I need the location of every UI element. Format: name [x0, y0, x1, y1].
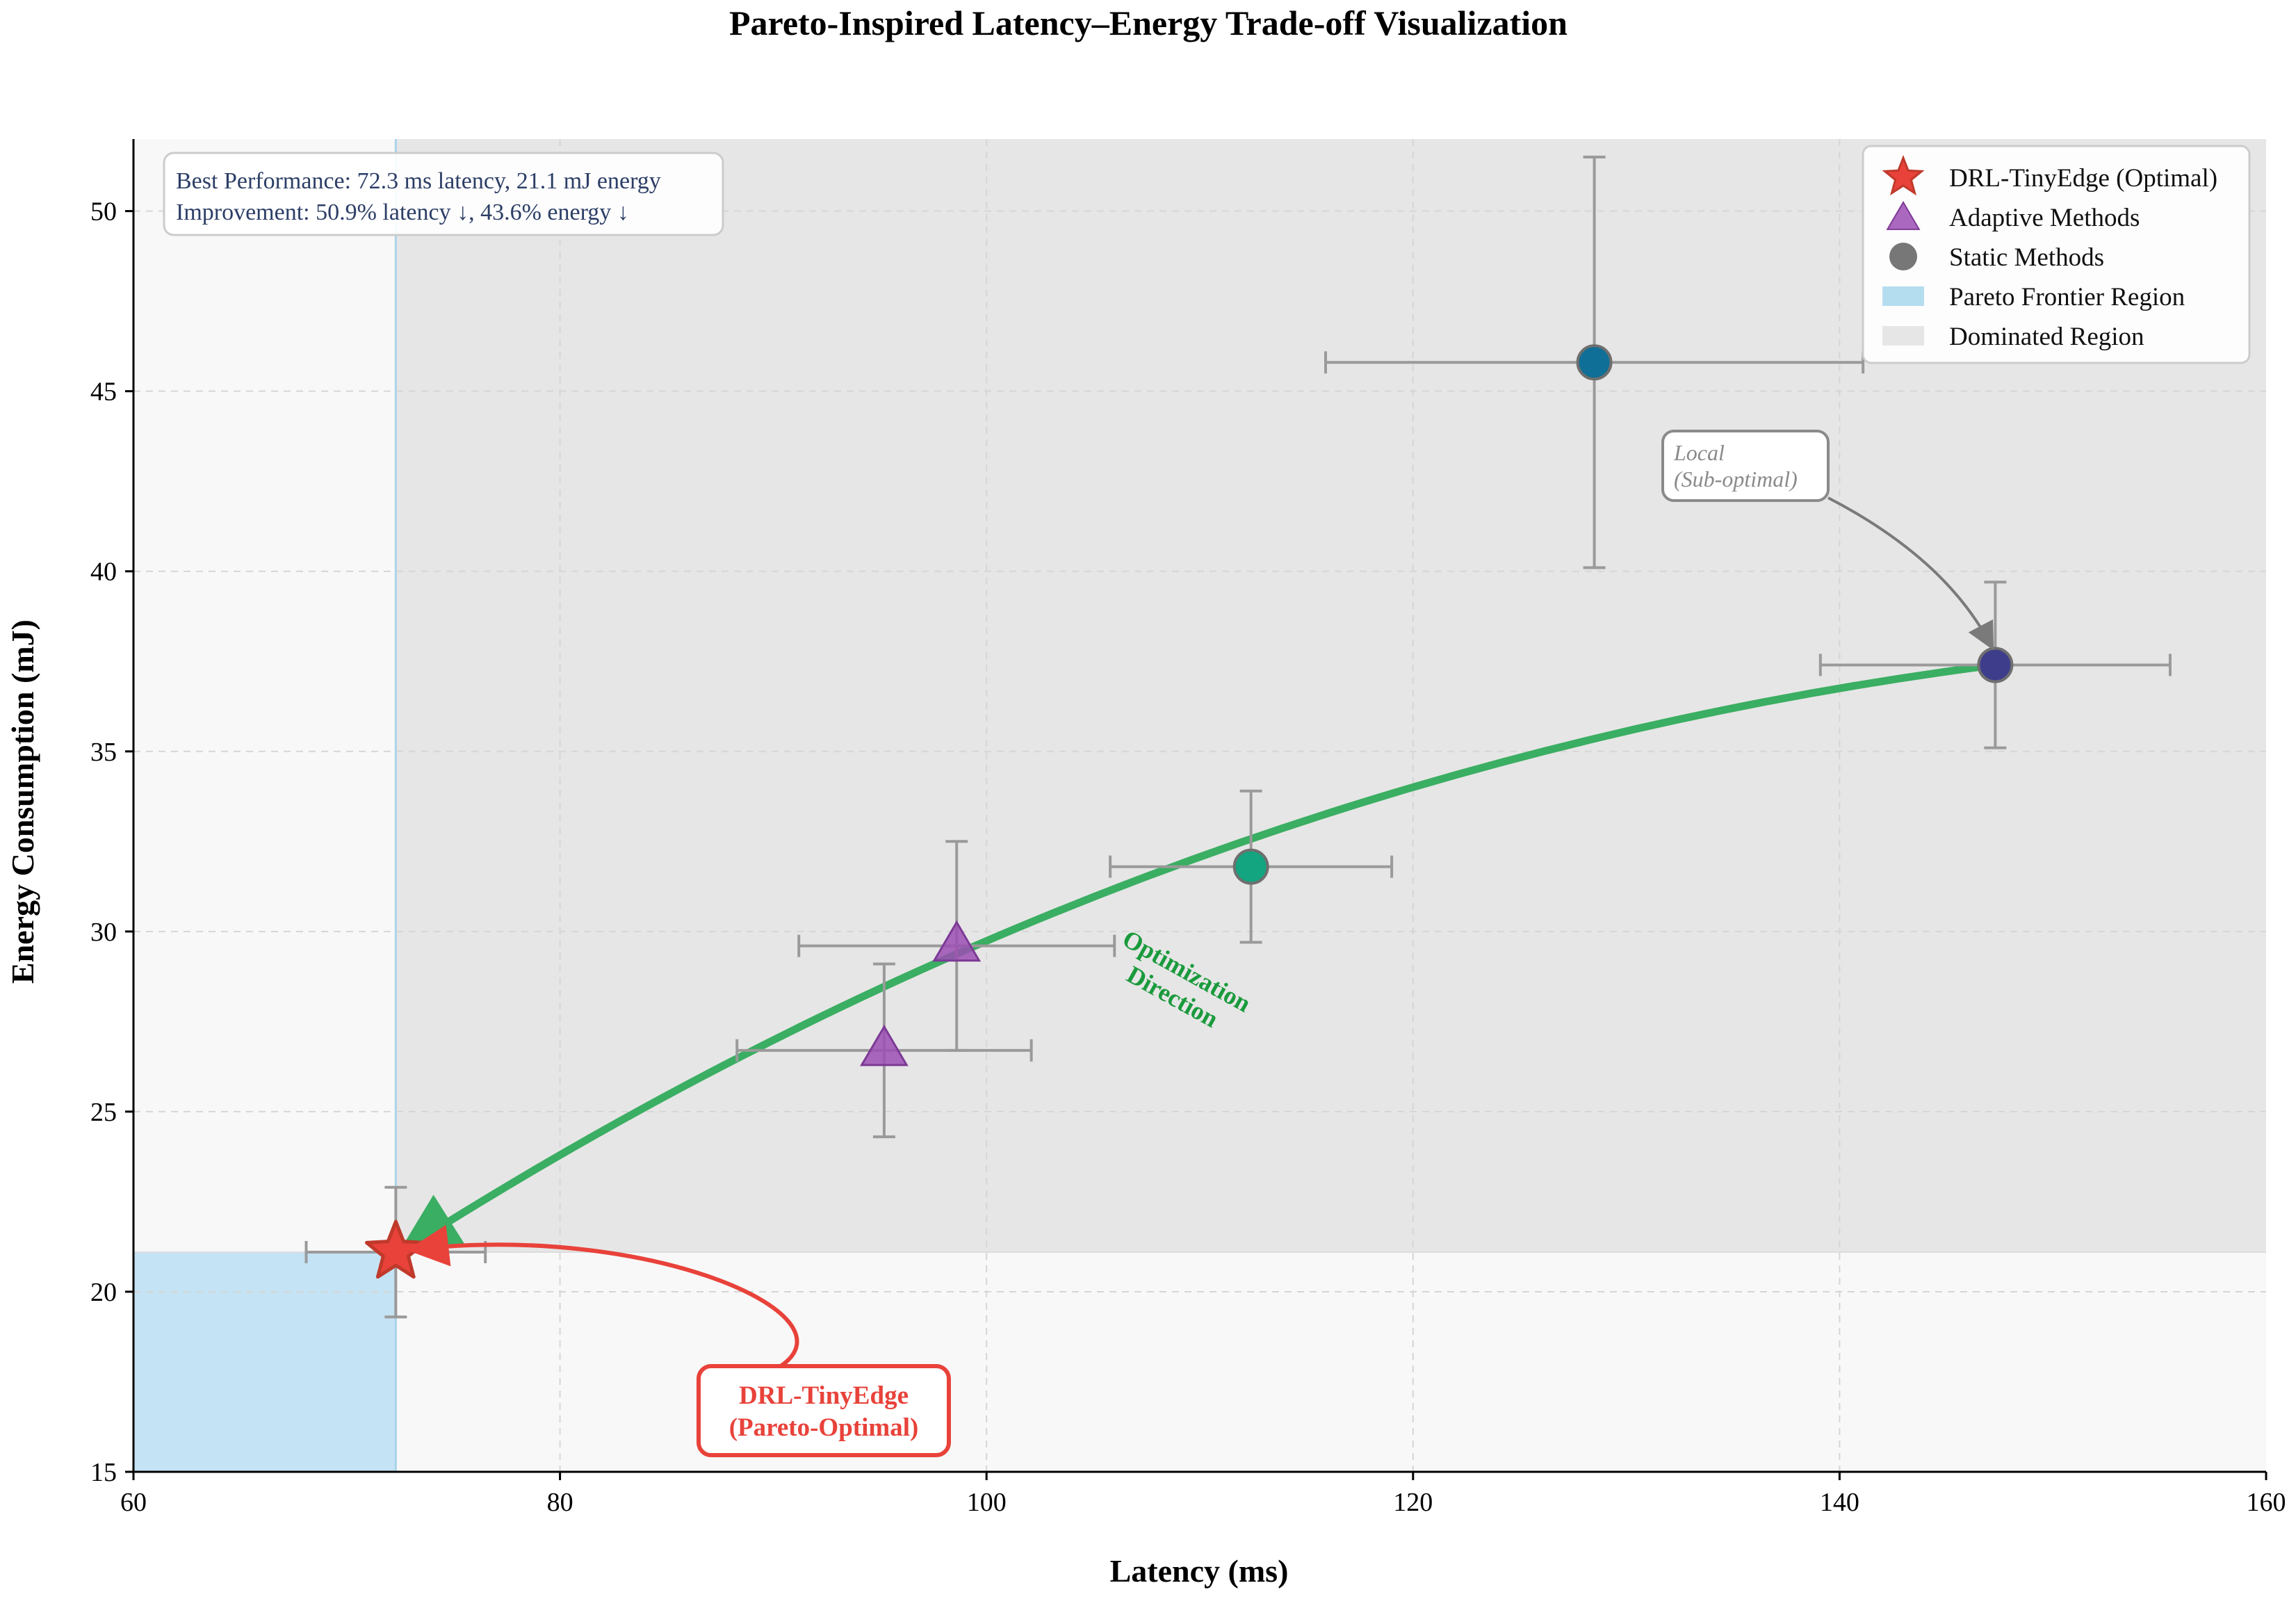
legend-circle-icon [1889, 243, 1917, 270]
static-point-circle [1977, 647, 2014, 683]
y-tick-label: 40 [90, 558, 117, 587]
local-annotation-text: Local [1673, 440, 1725, 465]
adaptive-point-triangle [932, 920, 982, 962]
optimal-annotation-box [697, 1364, 951, 1457]
y-tick-label: 45 [90, 378, 117, 407]
legend-gray-patch-icon [1882, 326, 1924, 346]
legend-item-label: DRL-TinyEdge (Optimal) [1949, 164, 2217, 193]
local-annotation-box [1661, 430, 1830, 502]
x-tick-label: 140 [1820, 1488, 1859, 1517]
y-axis-label: Energy Consumption (mJ) [5, 619, 40, 984]
x-tick-label: 120 [1393, 1488, 1433, 1517]
optimal-annotation-arrow [407, 1224, 799, 1368]
legend-item-label: Dominated Region [1949, 323, 2144, 351]
legend-triangle-icon [1886, 201, 1921, 230]
data-points [365, 344, 2014, 1279]
x-tick-label: 60 [120, 1488, 147, 1517]
local-annotation-text: (Sub-optimal) [1674, 467, 1798, 492]
legend-blue-patch-icon [1882, 286, 1924, 306]
optimal-annotation-text: (Pareto-Optimal) [729, 1413, 919, 1442]
adaptive-point-triangle [860, 1024, 909, 1066]
y-tick-label: 30 [90, 918, 117, 947]
optimal-annotation-text: DRL-TinyEdge [739, 1381, 909, 1410]
legend-item-label: Static Methods [1949, 243, 2104, 272]
x-tick-label: 100 [967, 1488, 1007, 1517]
legend-box [1862, 145, 2251, 364]
legend-item-label: Pareto Frontier Region [1949, 283, 2185, 311]
info-line-improvement: Improvement: 50.9% latency ↓, 43.6% ener… [176, 200, 629, 225]
legend-item-label: Adaptive Methods [1949, 204, 2140, 232]
grid [133, 139, 2266, 1472]
legend: DRL-TinyEdge (Optimal) Adaptive Methods St… [1862, 145, 2251, 364]
static-point-circle [1576, 344, 1613, 381]
pareto-frontier-region [133, 1251, 396, 1472]
x-tick-label: 160 [2247, 1488, 2286, 1517]
chart-title: Pareto-Inspired Latency–Energy Trade-off… [729, 3, 1568, 42]
x-axis-label: Latency (ms) [1110, 1553, 1289, 1589]
y-tick-label: 25 [90, 1098, 117, 1127]
x-tick-label: 80 [547, 1488, 573, 1517]
local-annotation-arrow [1827, 496, 1994, 651]
y-tick-label: 20 [90, 1278, 117, 1307]
optimization-trend-line [398, 660, 1999, 1254]
y-tick-label: 35 [90, 738, 117, 767]
y-tick-label: 15 [90, 1458, 117, 1487]
static-point-circle [1232, 848, 1269, 885]
y-tick-label: 50 [90, 197, 117, 227]
annotations: DRL-TinyEdge (Pareto-Optimal) Local(Sub-op… [407, 430, 1994, 1457]
info-box: Best Performance: 72.3 ms latency, 21.1 … [163, 152, 724, 236]
info-line-best: Best Performance: 72.3 ms latency, 21.1 … [176, 168, 661, 194]
axes: 60 80 100 120 140 160 15 20 25 30 35 40 45 50 [90, 139, 2286, 1517]
legend-star-icon [1882, 154, 1925, 196]
